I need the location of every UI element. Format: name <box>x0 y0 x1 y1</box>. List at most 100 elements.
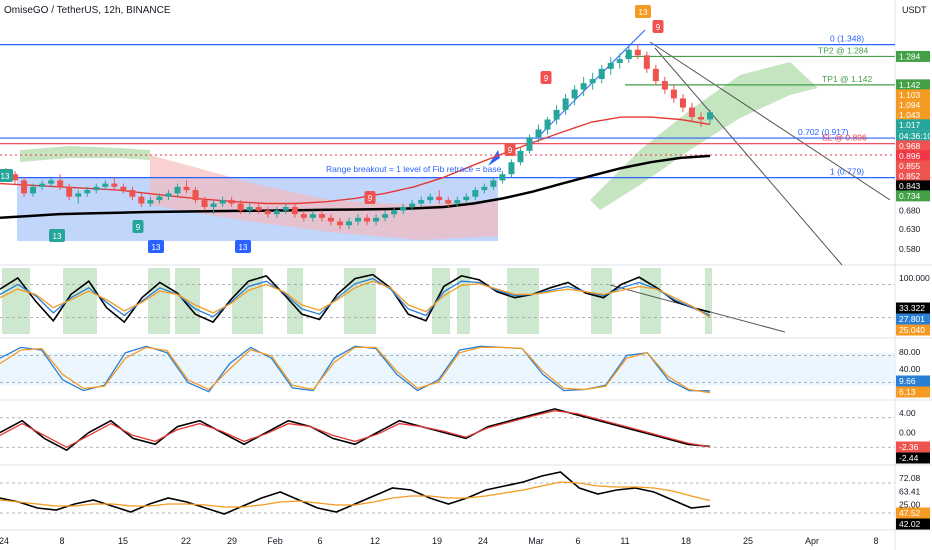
candle-body <box>535 129 542 138</box>
oscillator-line <box>0 408 711 452</box>
candle <box>562 93 569 115</box>
candle <box>201 196 208 211</box>
price-tag-bg <box>896 130 930 142</box>
candle <box>607 57 614 75</box>
time-axis-label: 11 <box>620 536 629 546</box>
candle <box>174 183 181 197</box>
td-signal-text: 13 <box>152 243 161 252</box>
candle-body <box>589 78 596 84</box>
candle-body <box>57 180 64 187</box>
candle-body <box>382 214 389 218</box>
candle-body <box>21 180 28 194</box>
candle-body <box>210 203 217 208</box>
candle <box>391 207 398 218</box>
trendline-steep[interactable] <box>654 47 843 266</box>
oscillator-value-text: 6.13 <box>899 387 916 397</box>
price-tag-text: 1.284 <box>899 51 921 61</box>
price-tag-text: 0.734 <box>899 191 921 201</box>
candle-body <box>291 207 298 215</box>
oscillator-pane-2[interactable]: 80.00 40.00 9.666.13 <box>0 345 930 398</box>
ma-red-line <box>0 116 711 205</box>
price-tag-bg <box>896 160 930 172</box>
candle <box>93 183 100 194</box>
breakout-note-backing <box>320 163 484 175</box>
time-axis-label: 19 <box>432 536 442 546</box>
candle <box>30 183 37 197</box>
candle-body <box>93 186 100 191</box>
candle <box>499 171 506 184</box>
candle <box>282 203 289 215</box>
candle-body <box>255 207 262 211</box>
td-signal-badge <box>635 5 651 18</box>
breakout-arrow <box>488 150 500 166</box>
ema-slow-line <box>0 154 711 220</box>
td-signal-badge <box>235 240 251 253</box>
time-axis-label: 24 <box>0 536 9 546</box>
ichimoku-cloud-bearish <box>150 155 498 240</box>
candlesticks <box>3 44 713 230</box>
td-signal-badge <box>540 71 552 84</box>
level-label: TP2 @ 1.284 <box>818 45 868 55</box>
td-signal-badge <box>364 191 376 204</box>
oscillator-value-tag <box>896 441 930 453</box>
candle-body <box>445 200 452 204</box>
price-tag-bg <box>896 79 930 91</box>
candle <box>39 180 46 191</box>
candle <box>364 214 371 226</box>
candle-body <box>192 190 199 201</box>
td-signal-text: 9 <box>656 23 661 32</box>
candle-body <box>165 193 172 197</box>
time-axis-label: 25 <box>743 536 753 546</box>
price-pane[interactable] <box>17 29 891 266</box>
candle <box>183 180 190 194</box>
td-signal-text: 9 <box>544 74 549 83</box>
candle-body <box>634 49 641 56</box>
level-label: 0 (1.348) <box>830 34 864 44</box>
candle-body <box>454 200 461 204</box>
price-tag: 1.284 <box>896 50 930 62</box>
oscillator-value-tag <box>896 452 930 464</box>
trendline-upper[interactable] <box>649 41 891 201</box>
oscillator-value-tag <box>896 507 930 519</box>
time-axis-label: Mar <box>528 536 544 546</box>
td-signal-marker: 9 <box>504 143 516 156</box>
candle-body <box>228 200 235 204</box>
candle <box>48 177 55 187</box>
time-axis[interactable]: 24 8 15 22 29 Feb 6 12 19 24 Mar 6 11 18 25 Apr 8 <box>0 536 879 546</box>
candle-body <box>282 207 289 211</box>
signal-band <box>432 268 450 334</box>
price-tag-text: 1.043 <box>899 110 921 120</box>
candle-body <box>373 217 380 222</box>
macd-pane[interactable]: 4.00 0.00 -2.36-2.44 <box>0 408 930 464</box>
candle-body <box>409 203 416 208</box>
candle-body <box>129 190 136 197</box>
candle <box>454 196 461 208</box>
candle-body <box>688 107 695 118</box>
oscillator-line <box>0 273 711 324</box>
oscillator-value-text: 33.322 <box>899 303 925 313</box>
candle <box>427 193 434 204</box>
oscillator-tick-label: 4.00 <box>899 408 916 418</box>
td-signal-badge <box>504 143 516 156</box>
time-axis-label: 8 <box>873 536 878 546</box>
candle <box>138 193 145 208</box>
candle <box>84 186 91 197</box>
candle-body <box>30 186 37 194</box>
candle-body <box>499 174 506 181</box>
candle <box>481 183 488 194</box>
candle <box>508 159 515 178</box>
level-label: 1 (0.779) <box>830 167 864 177</box>
td-signal-marker: 13 <box>49 229 65 242</box>
price-tag-text: 0.896 <box>899 151 921 161</box>
candle <box>336 217 343 230</box>
candle-body <box>84 190 91 194</box>
candle-body <box>427 196 434 201</box>
td-signal-marker: 13 <box>148 240 164 253</box>
price-tick-label: 0.630 <box>899 224 921 234</box>
price-tag-text: 1.103 <box>899 90 921 100</box>
candle-body <box>219 200 226 204</box>
candle <box>589 72 596 90</box>
